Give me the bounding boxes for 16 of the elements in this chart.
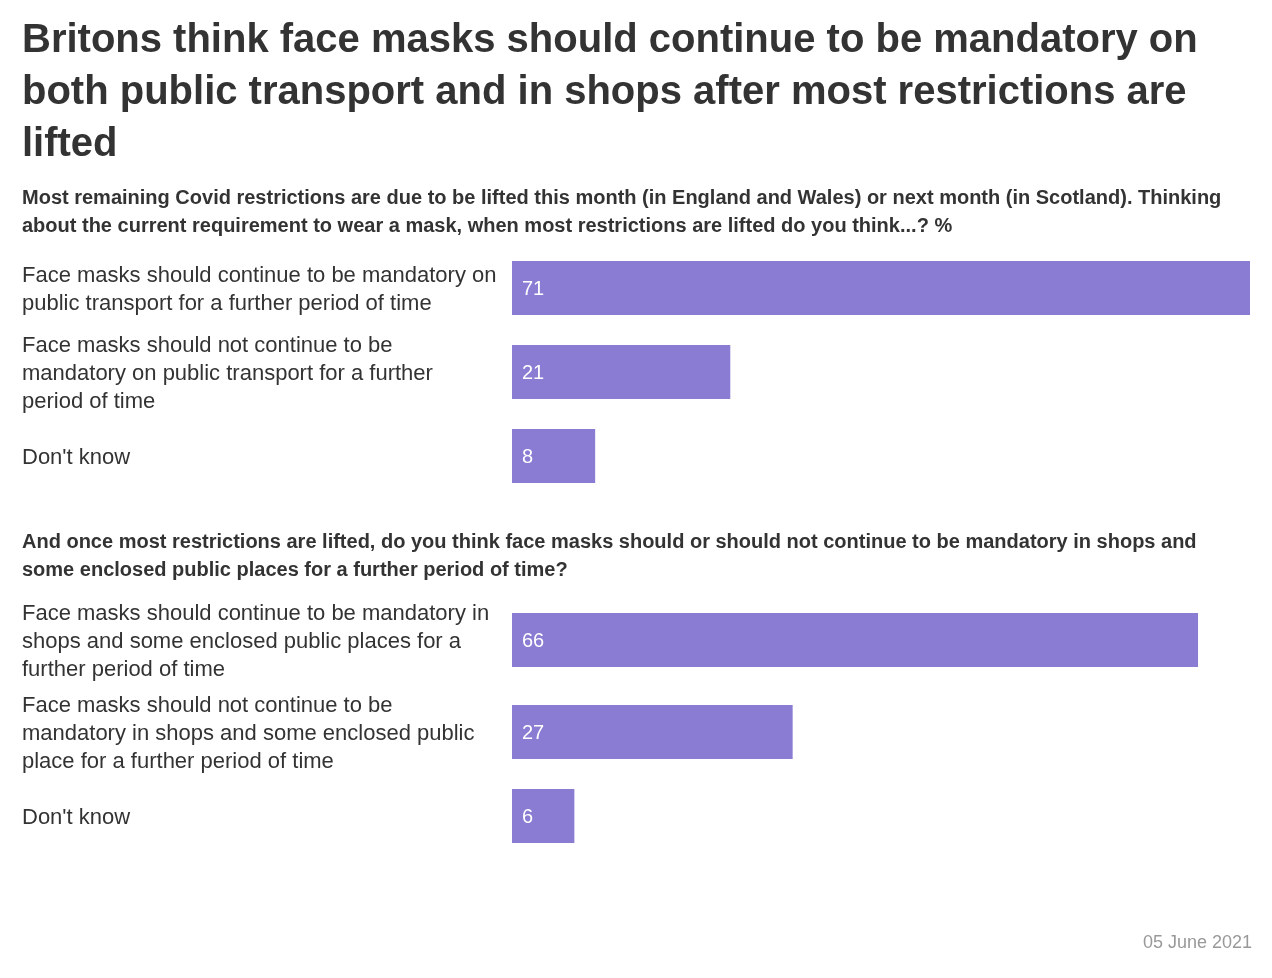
data-label: 21 (522, 361, 545, 383)
y-tick-label: Don't know (22, 804, 131, 829)
y-tick-label: Don't know (22, 444, 131, 469)
data-label: 27 (522, 721, 545, 743)
text: 05 June 2021 (1142, 932, 1252, 952)
chart-subtitle: Most remaining Covid restrictions are due to be lifted this month (in England and Wales) or next month (in Scotland). Thinking about the current requirement to wear a mask, when most restrictions are lifted do you think...? % (22, 186, 1222, 236)
data-label: 6 (522, 805, 534, 827)
y-tick-label: Face masks should not continue to be mandatory in shops and some enclosed public place for a further period of time (22, 692, 475, 773)
data-label: 71 (522, 277, 545, 299)
data-label: 8 (522, 445, 534, 467)
y-tick-label: Face masks should continue to be mandatory on public transport for a further period of time (22, 262, 497, 315)
chart-title: Britons think face masks should continue to be mandatory on both public transport and in shops after most restrictions are lifted (22, 16, 1198, 164)
data-label: 66 (522, 629, 545, 651)
chart-title: And once most restrictions are lifted, do you think face masks should or should not continue to be mandatory in shops and some enclosed public places for a further period of time? (22, 530, 1197, 580)
y-tick-label: Face masks should continue to be mandatory in shops and some enclosed public places for a further period of time (22, 600, 490, 681)
y-tick-label: Face masks should not continue to be mandatory on public transport for a further period of time (22, 332, 433, 413)
